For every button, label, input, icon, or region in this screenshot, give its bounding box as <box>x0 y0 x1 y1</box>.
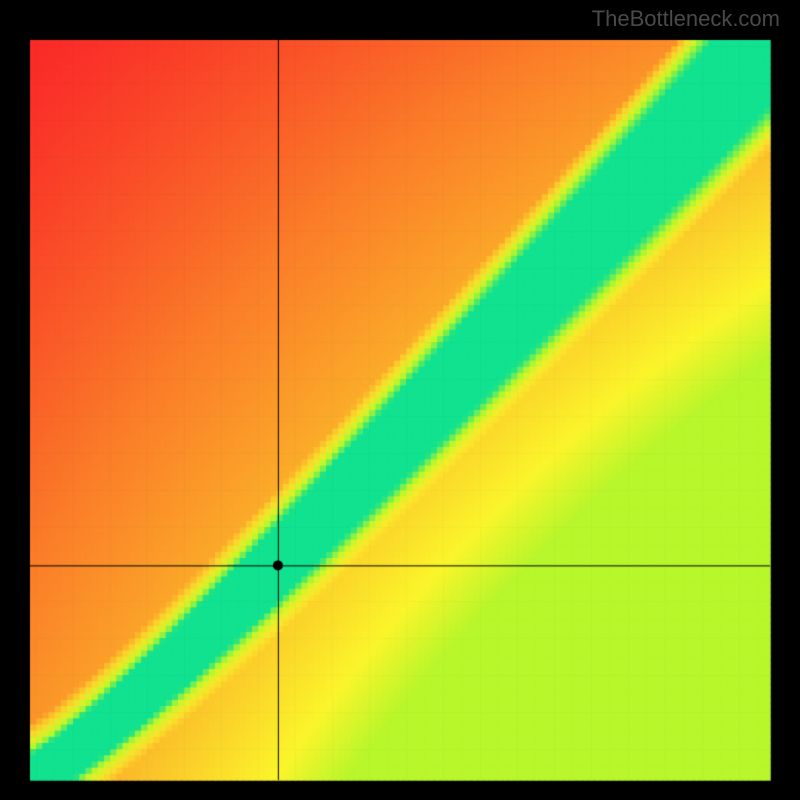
chart-container: TheBottleneck.com <box>0 0 800 800</box>
watermark-text: TheBottleneck.com <box>592 6 780 32</box>
heatmap-canvas <box>0 0 800 800</box>
